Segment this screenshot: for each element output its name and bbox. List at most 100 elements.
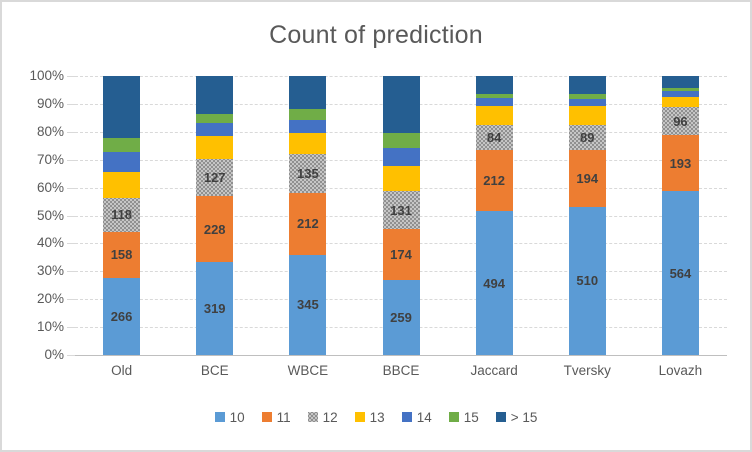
legend-label: > 15 (510, 409, 538, 425)
data-label: 96 (673, 113, 688, 129)
bar-segment-12: 89 (568, 124, 606, 151)
legend-item: 14 (401, 410, 432, 425)
bar-segment-15-plus (661, 76, 699, 88)
bar-segment-10: 510 (568, 206, 606, 355)
data-label: 266 (110, 308, 133, 324)
data-label: 319 (203, 301, 226, 317)
bar-segment-14 (661, 91, 699, 98)
legend-item: 12 (307, 409, 338, 425)
data-label: 158 (110, 247, 133, 263)
legend-label: 11 (276, 409, 291, 425)
legend-label: 13 (369, 409, 385, 425)
bar-segment-11: 174 (382, 229, 420, 280)
bar-segment-15-plus (103, 76, 141, 138)
bar-segment-10: 319 (196, 262, 234, 355)
legend-item: 15 (448, 410, 479, 425)
axis-tickmark (67, 76, 75, 77)
data-label: 212 (296, 216, 319, 232)
category-label-lovazh: Lovazh (658, 363, 703, 378)
legend-item: 10 (214, 409, 245, 425)
bar-segment-15 (382, 133, 420, 148)
data-label: 510 (576, 273, 599, 289)
y-axis-tick-label: 20% (36, 291, 64, 307)
axis-tickmark (67, 299, 75, 301)
bar-segment-12: 127 (196, 159, 234, 197)
bar-segment-12: 135 (289, 153, 327, 194)
data-label: 212 (483, 173, 505, 189)
legend-item: 13 (354, 409, 385, 425)
bar-segment-11: 228 (196, 196, 234, 263)
axis-tickmark (67, 159, 75, 161)
bar-segment-10: 494 (475, 211, 513, 355)
axis-tickmark (67, 187, 75, 189)
legend-item: > 15 (495, 409, 538, 425)
data-label: 127 (203, 170, 226, 186)
bar-segment-14 (289, 120, 327, 133)
bar-segment-14 (382, 147, 420, 166)
legend-item: 11 (261, 409, 291, 425)
bar-segment-14 (475, 98, 513, 106)
category-label-tversky: Tversky (563, 363, 611, 378)
y-axis-tick-label: 90% (36, 95, 64, 111)
legend-label: 12 (322, 409, 338, 425)
bar-segment-14 (196, 123, 234, 137)
data-label: 118 (111, 207, 133, 223)
bar-segment-15-plus (196, 76, 234, 114)
bar-segment-13 (103, 171, 141, 198)
bar-bce: 319 228 127 (196, 76, 234, 355)
legend: 10 11 12 13 14 15 > 15 (2, 407, 750, 427)
bar-segment-11: 158 (103, 231, 141, 278)
legend-swatch (401, 412, 412, 422)
axis-tickmark (67, 327, 75, 329)
y-axis-tick-label: 30% (36, 263, 64, 279)
bar-segment-10: 345 (289, 254, 327, 355)
y-axis-tick-label: 70% (36, 151, 64, 167)
data-label: 494 (483, 275, 505, 291)
bar-segment-15-plus (475, 76, 513, 95)
axis-tickmark (67, 355, 75, 356)
axis-tickmark (67, 215, 75, 217)
bar-segment-13 (289, 132, 327, 154)
y-axis-tick-label: 80% (36, 123, 64, 139)
axis-tickmark (67, 103, 75, 105)
legend-swatch (354, 412, 365, 422)
bar-segment-15-plus (382, 76, 420, 134)
category-label-bbce: BBCE (382, 363, 420, 378)
category-label-old: Old (111, 363, 133, 378)
legend-swatch (495, 412, 506, 422)
bar-segment-12: 96 (661, 107, 699, 136)
bar-segment-15 (196, 113, 234, 124)
category-label-bce: BCE (200, 363, 229, 378)
y-axis-tick-label: 100% (29, 68, 64, 83)
bar-segment-14 (568, 98, 606, 107)
data-label: 228 (203, 221, 226, 237)
bar-segment-13 (196, 136, 234, 160)
axis-tickmark (67, 131, 75, 133)
bar-lovazh: 564 193 96 (661, 76, 699, 355)
bar-jaccard: 494 212 84 (475, 76, 513, 355)
bar-segment-13 (382, 165, 420, 192)
data-label: 131 (390, 202, 412, 218)
data-label: 564 (669, 265, 692, 281)
axis-tickmark (67, 243, 75, 245)
y-axis-tick-label: 60% (36, 179, 64, 195)
y-axis-tick-label: 50% (36, 207, 64, 223)
y-axis-tick-label: 10% (36, 319, 64, 335)
category-label-jaccard: Jaccard (470, 363, 518, 378)
chart-title: Count of prediction (269, 21, 483, 49)
axis-tickmark (67, 271, 75, 273)
bar-tversky: 510 194 89 (568, 76, 606, 355)
bar-segment-13 (475, 105, 513, 126)
bar-segment-15 (568, 94, 606, 99)
x-axis-labels: Old BCE WBCE BBCE Jaccard Tversky Lovazh (75, 363, 727, 378)
legend-label: 10 (229, 409, 245, 425)
bar-segment-10: 564 (661, 191, 699, 355)
data-label: 194 (576, 171, 599, 187)
data-label: 135 (296, 166, 319, 181)
y-axis-tick-label: 40% (36, 235, 64, 251)
plot-area: 266 158 118 319 228 127 345 212 135 259 174 131 494 2… (67, 76, 727, 356)
data-label: 193 (669, 155, 692, 171)
bar-segment-15 (103, 137, 141, 153)
legend-swatch (448, 412, 459, 422)
